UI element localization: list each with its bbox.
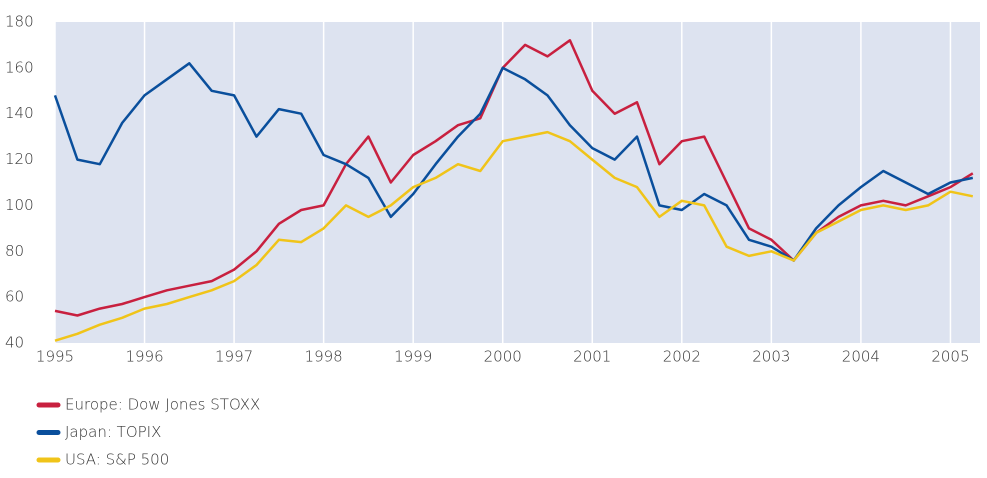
y-tick-label: 80 xyxy=(5,242,24,260)
x-tick-label: 1995 xyxy=(36,348,74,366)
x-tick-label: 2004 xyxy=(842,348,880,366)
x-tick-label: 2001 xyxy=(573,348,611,366)
x-tick-label: 1997 xyxy=(215,348,253,366)
x-tick-label: 2003 xyxy=(752,348,790,366)
x-tick-label: 1999 xyxy=(394,348,432,366)
y-tick-label: 40 xyxy=(5,334,24,352)
y-tick-label: 140 xyxy=(5,104,34,122)
y-tick-label: 100 xyxy=(5,196,34,214)
x-tick-label: 2005 xyxy=(931,348,969,366)
series-line xyxy=(53,62,974,262)
x-tick-label: 1996 xyxy=(125,348,163,366)
y-tick-label: 160 xyxy=(5,58,34,76)
y-tick-label: 60 xyxy=(5,288,24,306)
series-line xyxy=(54,130,974,342)
legend-label: Europe: Dow Jones STOXX xyxy=(65,396,260,414)
legend-label: Japan: TOPIX xyxy=(65,423,161,441)
x-tick-label: 1998 xyxy=(305,348,343,366)
y-tick-label: 180 xyxy=(5,13,34,31)
x-tick-label: 2002 xyxy=(663,348,701,366)
legend-label: USA: S&P 500 xyxy=(65,451,169,469)
y-tick-label: 120 xyxy=(5,150,34,168)
x-tick-label: 2000 xyxy=(484,348,522,366)
